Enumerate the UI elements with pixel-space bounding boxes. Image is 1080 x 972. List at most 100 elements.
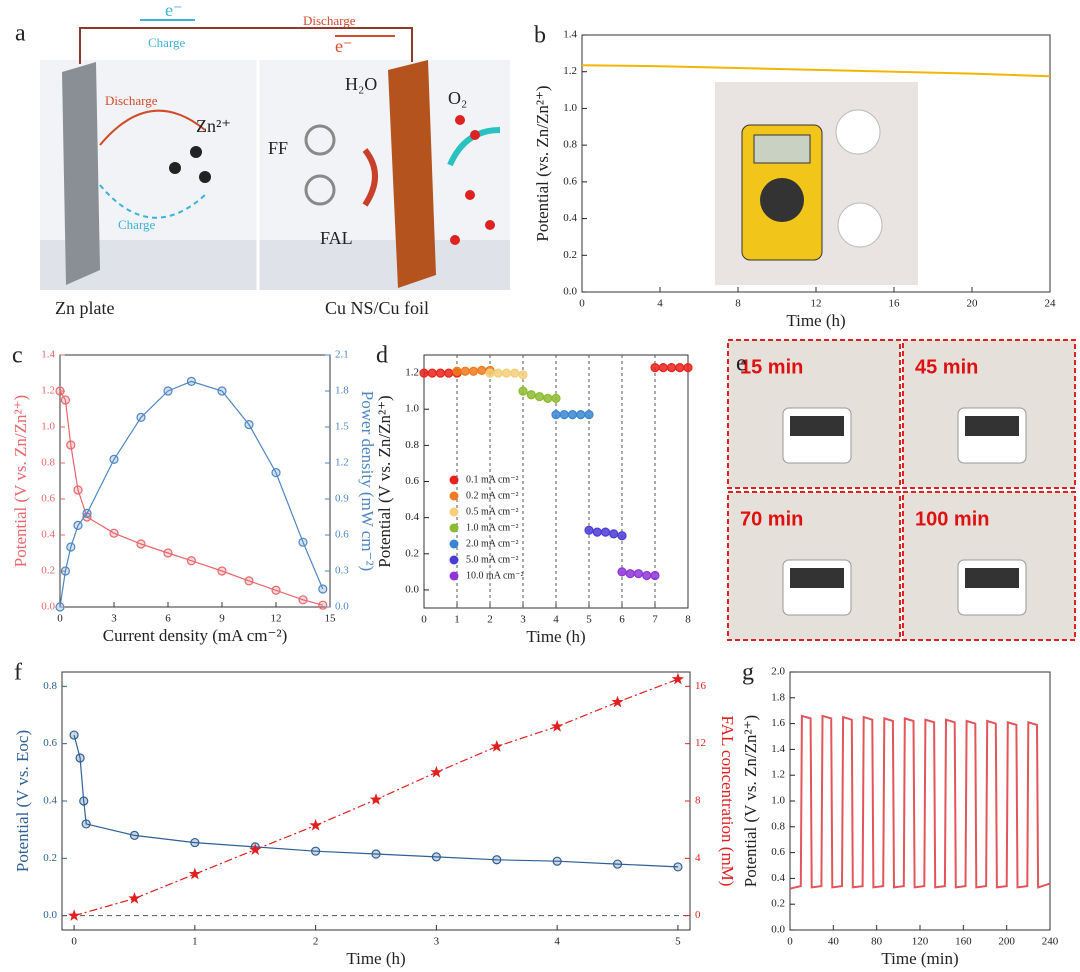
zn-plate <box>62 62 100 285</box>
y-tick-label: 0.6 <box>405 475 419 487</box>
marker <box>501 368 512 378</box>
y2-tick-label: 0.3 <box>335 565 349 577</box>
marker <box>217 386 227 396</box>
marker <box>468 366 479 376</box>
x-tick-label: 200 <box>998 936 1015 948</box>
label: e⁻ <box>165 0 183 20</box>
marker <box>60 566 71 576</box>
marker <box>518 386 528 396</box>
y2-axis-label: FAL concentration (mM) <box>718 716 737 887</box>
marker <box>490 740 503 752</box>
y-axis-label: Potential (V vs. Zn/Zn²⁺) <box>741 715 760 887</box>
y-tick-label: 0.4 <box>405 511 419 523</box>
y2-tick-label: 12 <box>695 737 706 749</box>
y-tick-label: 0.8 <box>405 439 419 451</box>
x-tick-label: 3 <box>520 614 526 626</box>
ion <box>169 162 181 174</box>
x-axis-label: Time (h) <box>526 627 585 646</box>
marker <box>271 585 281 595</box>
marker <box>73 485 83 495</box>
molecule <box>304 124 336 156</box>
x-tick-label: 240 <box>1042 936 1059 948</box>
series-line <box>789 714 1051 890</box>
x-tick-label: 3 <box>111 613 117 625</box>
marker <box>109 528 119 538</box>
marker <box>592 527 602 537</box>
marker <box>244 420 254 430</box>
x-tick-label: 6 <box>619 614 625 626</box>
marker <box>419 368 429 378</box>
y2-tick-label: 1.8 <box>335 385 349 397</box>
photo-label: 70 min <box>740 508 803 530</box>
cu-foil <box>388 60 436 288</box>
x-tick-label: 24 <box>1045 298 1057 310</box>
y-tick-label: 0.2 <box>405 547 419 559</box>
marker <box>81 819 91 829</box>
y2-tick-label: 4 <box>695 852 701 864</box>
marker <box>552 856 562 866</box>
label: H₂O <box>345 74 377 94</box>
label: e⁻ <box>335 36 353 56</box>
label: Zn plate <box>55 298 114 318</box>
marker <box>567 410 578 420</box>
y-tick-label: 0.6 <box>43 737 57 749</box>
photo-label: 45 min <box>915 356 978 378</box>
molecule <box>450 235 460 245</box>
y2-tick-label: 0.0 <box>335 601 349 613</box>
y-tick-label: 1.8 <box>771 691 785 703</box>
marker <box>633 569 644 579</box>
marker <box>518 370 528 380</box>
x-axis-label: Time (h) <box>346 949 405 968</box>
legend-label: 5.0 mA cm⁻² <box>466 554 518 565</box>
x-tick-label: 4 <box>553 614 559 626</box>
photo-label: 100 min <box>915 508 989 530</box>
marker <box>188 867 201 880</box>
marker <box>534 391 545 402</box>
y-tick-label: 1.0 <box>41 421 55 433</box>
cell <box>837 202 883 248</box>
legend-swatch <box>449 539 459 549</box>
x-tick-label: 5 <box>675 936 681 948</box>
dial <box>760 178 804 222</box>
marker <box>55 386 65 396</box>
arrow <box>447 127 501 167</box>
photos: 15 min 45 min 70 min 100 min e <box>727 339 1076 641</box>
marker <box>298 595 308 605</box>
y-tick-label: 0.0 <box>563 286 577 298</box>
marker <box>163 386 173 396</box>
marker <box>576 410 586 420</box>
legend-label: 0.2 mA cm⁻² <box>466 490 518 501</box>
y-tick-label: 1.2 <box>563 65 577 77</box>
marker <box>617 531 627 541</box>
marker <box>625 569 635 579</box>
y-tick-label: 1.0 <box>405 403 419 415</box>
marker <box>642 570 652 581</box>
panel-label: f <box>14 660 22 686</box>
arrow <box>362 148 378 207</box>
marker <box>128 892 141 904</box>
y-tick-label: 0.0 <box>41 601 55 613</box>
y-tick-label: 1.2 <box>405 367 419 379</box>
legend-swatch <box>449 523 459 533</box>
x-tick-label: 1 <box>192 936 198 948</box>
marker <box>136 412 146 422</box>
x-tick-label: 0 <box>579 298 585 310</box>
x-tick-label: 2 <box>487 614 493 626</box>
panel-label: a <box>15 21 26 47</box>
marker <box>477 365 487 375</box>
marker <box>430 765 443 778</box>
x-tick-label: 12 <box>811 298 822 310</box>
x-tick-label: 16 <box>889 298 901 310</box>
x-axis-label: Time (h) <box>786 311 845 330</box>
label: Charge <box>118 217 156 232</box>
y-tick-label: 1.4 <box>41 349 55 361</box>
y-tick-label: 1.6 <box>771 717 785 729</box>
marker <box>600 527 611 537</box>
marker <box>318 600 328 610</box>
marker <box>60 395 71 405</box>
marker <box>79 796 89 806</box>
y-tick-label: 0.4 <box>771 872 785 884</box>
marker <box>73 520 83 531</box>
legend-label: 2.0 mA cm⁻² <box>466 538 518 549</box>
legend-label: 0.1 mA cm⁻² <box>466 474 518 485</box>
